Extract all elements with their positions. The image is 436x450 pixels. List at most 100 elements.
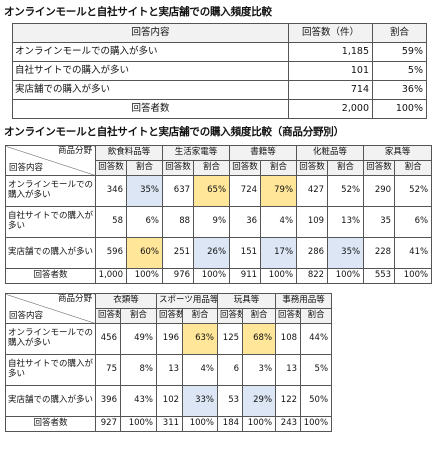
row-count: 714 (288, 80, 373, 100)
cell-pct: 41% (394, 237, 433, 269)
total-pct: 100% (125, 268, 164, 284)
cell-count: 58 (95, 206, 127, 238)
row-pct: 5% (372, 61, 427, 81)
cell-count: 637 (162, 175, 195, 207)
cell-pct: 33% (182, 385, 219, 417)
pct-subheader: 割合 (242, 308, 277, 324)
total-row: 回答者数 927 100% 311 100% 184 100% 243 100% (5, 416, 333, 432)
total-pct: 100% (300, 416, 333, 432)
cell-pct: 9% (193, 206, 231, 238)
corner-top-label: 商品分野 (57, 294, 92, 304)
cell-count: 396 (95, 385, 121, 417)
cell-pct: 29% (242, 385, 277, 417)
cell-count: 75 (95, 354, 121, 386)
cell-pct: 63% (182, 323, 219, 355)
total-pct: 100% (242, 416, 277, 432)
total-pct: 100% (394, 268, 433, 284)
count-subheader: 回答数 (296, 160, 329, 176)
category-header: スポーツ用品等 (156, 293, 219, 309)
category-table-1: 商品分野 回答内容 飲食料品等 生活家電等 書籍等 化粧品等 家具等 回答数 割… (5, 145, 433, 284)
header-count: 回答数（件） (288, 23, 373, 43)
table-row: 実店舗での購入が多い 596 60% 251 26% 151 17% 286 3… (5, 237, 433, 269)
pct-subheader: 割合 (327, 160, 365, 176)
pct-subheader: 割合 (125, 160, 164, 176)
total-pct: 100% (119, 416, 158, 432)
corner-cell: 商品分野 回答内容 (5, 293, 96, 324)
table-row: オンラインモールでの購入が多い 456 49% 196 63% 125 68% … (5, 323, 333, 355)
total-count: 2,000 (288, 99, 373, 119)
table-row: 実店舗での購入が多い 396 43% 102 33% 53 29% 122 50… (5, 385, 333, 417)
cell-count: 196 (156, 323, 184, 355)
category-title: オンラインモールと自社サイトと実店舗での購入頻度比較（商品分野別） (4, 126, 344, 138)
category-header: 飲食料品等 (94, 145, 164, 161)
table-row: 自社サイトでの購入が多い 101 5% (12, 61, 427, 81)
category-header: 化粧品等 (296, 145, 365, 161)
header-answer: 回答内容 (12, 23, 289, 43)
cell-count: 125 (217, 323, 244, 355)
cell-count: 13 (156, 354, 184, 386)
table-row: 自社サイトでの購入が多い 58 6% 88 9% 36 4% 109 13% 3… (5, 206, 433, 238)
summary-table: 回答内容 回答数（件） 割合 オンラインモールでの購入が多い 1,185 59%… (12, 23, 427, 119)
table-row: オンラインモールでの購入が多い 346 35% 637 65% 724 79% … (5, 175, 433, 207)
row-label: オンラインモールでの購入が多い (12, 42, 289, 62)
row-label: 自社サイトでの購入が多い (5, 354, 96, 386)
cell-pct: 68% (242, 323, 277, 355)
cell-pct: 13% (327, 206, 365, 238)
cell-pct: 4% (260, 206, 298, 238)
corner-top-label: 商品分野 (57, 146, 92, 156)
pct-subheader: 割合 (300, 308, 333, 324)
total-count: 184 (217, 416, 244, 432)
cell-count: 724 (229, 175, 262, 207)
cell-count: 346 (95, 175, 127, 207)
pct-subheader: 割合 (119, 308, 158, 324)
summary-title: オンラインモールと自社サイトと実店舗での購入頻度比較 (4, 6, 272, 18)
table-row: 自社サイトでの購入が多い 75 8% 13 4% 6 3% 13 5% (5, 354, 333, 386)
cell-count: 151 (229, 237, 262, 269)
total-row: 回答者数 1,000 100% 976 100% 911 100% 822 10… (5, 268, 433, 284)
cell-pct: 17% (260, 237, 298, 269)
cell-count: 108 (275, 323, 302, 355)
row-pct: 59% (372, 42, 427, 62)
header-pct: 割合 (372, 23, 427, 43)
cell-pct: 4% (182, 354, 219, 386)
total-count: 822 (296, 268, 329, 284)
category-table-2: 商品分野 回答内容 衣類等 スポーツ用品等 玩具等 事務用品等 回答数 割合 回… (5, 293, 333, 432)
category-header: 書籍等 (229, 145, 298, 161)
cell-pct: 65% (193, 175, 231, 207)
total-count: 911 (229, 268, 262, 284)
cell-pct: 5% (300, 354, 333, 386)
total-count: 553 (363, 268, 396, 284)
cell-count: 122 (275, 385, 302, 417)
row-label: 実店舗での購入が多い (12, 80, 289, 100)
table-row: オンラインモールでの購入が多い 1,185 59% (12, 42, 427, 62)
cell-count: 6 (217, 354, 244, 386)
cell-pct: 35% (125, 175, 164, 207)
corner-cell: 商品分野 回答内容 (5, 145, 96, 176)
count-subheader: 回答数 (363, 160, 396, 176)
table-row: 実店舗での購入が多い 714 36% (12, 80, 427, 100)
row-label: 自社サイトでの購入が多い (5, 206, 96, 238)
total-count: 311 (156, 416, 184, 432)
total-pct: 100% (327, 268, 365, 284)
category-header: 事務用品等 (275, 293, 333, 309)
cell-pct: 52% (327, 175, 365, 207)
row-label: 自社サイトでの購入が多い (12, 61, 289, 81)
row-count: 1,185 (288, 42, 373, 62)
category-header: 衣類等 (94, 293, 158, 309)
count-subheader: 回答数 (275, 308, 302, 324)
cell-pct: 43% (119, 385, 158, 417)
cell-pct: 44% (300, 323, 333, 355)
cell-pct: 52% (394, 175, 433, 207)
cell-count: 427 (296, 175, 329, 207)
total-label: 回答者数 (12, 99, 289, 119)
cell-count: 290 (363, 175, 396, 207)
cell-count: 36 (229, 206, 262, 238)
row-label: 実店舗での購入が多い (5, 237, 96, 269)
pct-subheader: 割合 (394, 160, 433, 176)
row-label: オンラインモールでの購入が多い (5, 323, 96, 355)
total-pct: 100% (182, 416, 219, 432)
pct-subheader: 割合 (193, 160, 231, 176)
cell-pct: 8% (119, 354, 158, 386)
cell-pct: 26% (193, 237, 231, 269)
pct-subheader: 割合 (260, 160, 298, 176)
